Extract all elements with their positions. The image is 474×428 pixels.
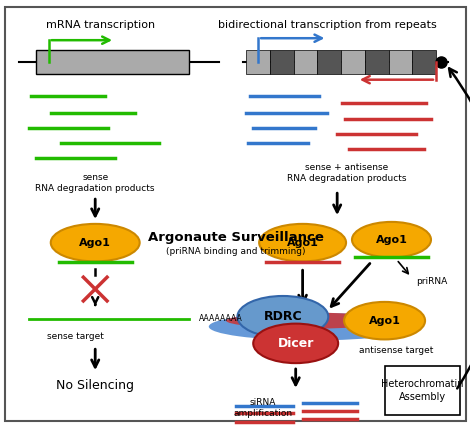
Ellipse shape — [259, 224, 346, 262]
FancyBboxPatch shape — [384, 366, 460, 416]
Text: Heterochromatin
Assembly: Heterochromatin Assembly — [381, 379, 464, 402]
Bar — [365, 50, 389, 74]
Text: No Silencing: No Silencing — [56, 379, 134, 392]
Bar — [36, 50, 189, 74]
Bar — [412, 50, 436, 74]
Text: bidirectional transcription from repeats: bidirectional transcription from repeats — [218, 21, 437, 30]
Bar — [294, 50, 318, 74]
Text: Ago1: Ago1 — [375, 235, 408, 245]
Bar — [246, 50, 270, 74]
Bar — [341, 50, 365, 74]
Bar — [270, 50, 294, 74]
Bar — [318, 50, 341, 74]
Text: sense
RNA degradation products: sense RNA degradation products — [36, 172, 155, 193]
Text: Dicer: Dicer — [277, 337, 314, 350]
Text: RDRC: RDRC — [264, 310, 302, 323]
Bar — [389, 50, 412, 74]
Text: Argonaute Surveillance: Argonaute Surveillance — [147, 231, 323, 244]
Text: Ago1: Ago1 — [287, 238, 319, 248]
Text: antisense target: antisense target — [359, 346, 434, 355]
Text: Ago1: Ago1 — [369, 316, 401, 326]
Text: AAAAAAAA: AAAAAAAA — [199, 314, 243, 323]
Text: Ago1: Ago1 — [79, 238, 111, 248]
Text: mRNA transcription: mRNA transcription — [46, 21, 155, 30]
Ellipse shape — [344, 302, 425, 339]
Ellipse shape — [352, 222, 431, 258]
Text: sense target: sense target — [47, 332, 104, 341]
Ellipse shape — [237, 296, 328, 337]
Text: siRNA
amplification: siRNA amplification — [234, 398, 292, 419]
Ellipse shape — [51, 224, 140, 262]
Text: priRNA: priRNA — [416, 276, 447, 285]
FancyArrowPatch shape — [449, 68, 474, 389]
Ellipse shape — [253, 324, 338, 363]
Ellipse shape — [209, 313, 416, 340]
Text: (priRNA binding and trimming): (priRNA binding and trimming) — [166, 247, 305, 256]
Ellipse shape — [226, 313, 399, 329]
Text: sense + antisense
RNA degradation products: sense + antisense RNA degradation produc… — [287, 163, 407, 184]
